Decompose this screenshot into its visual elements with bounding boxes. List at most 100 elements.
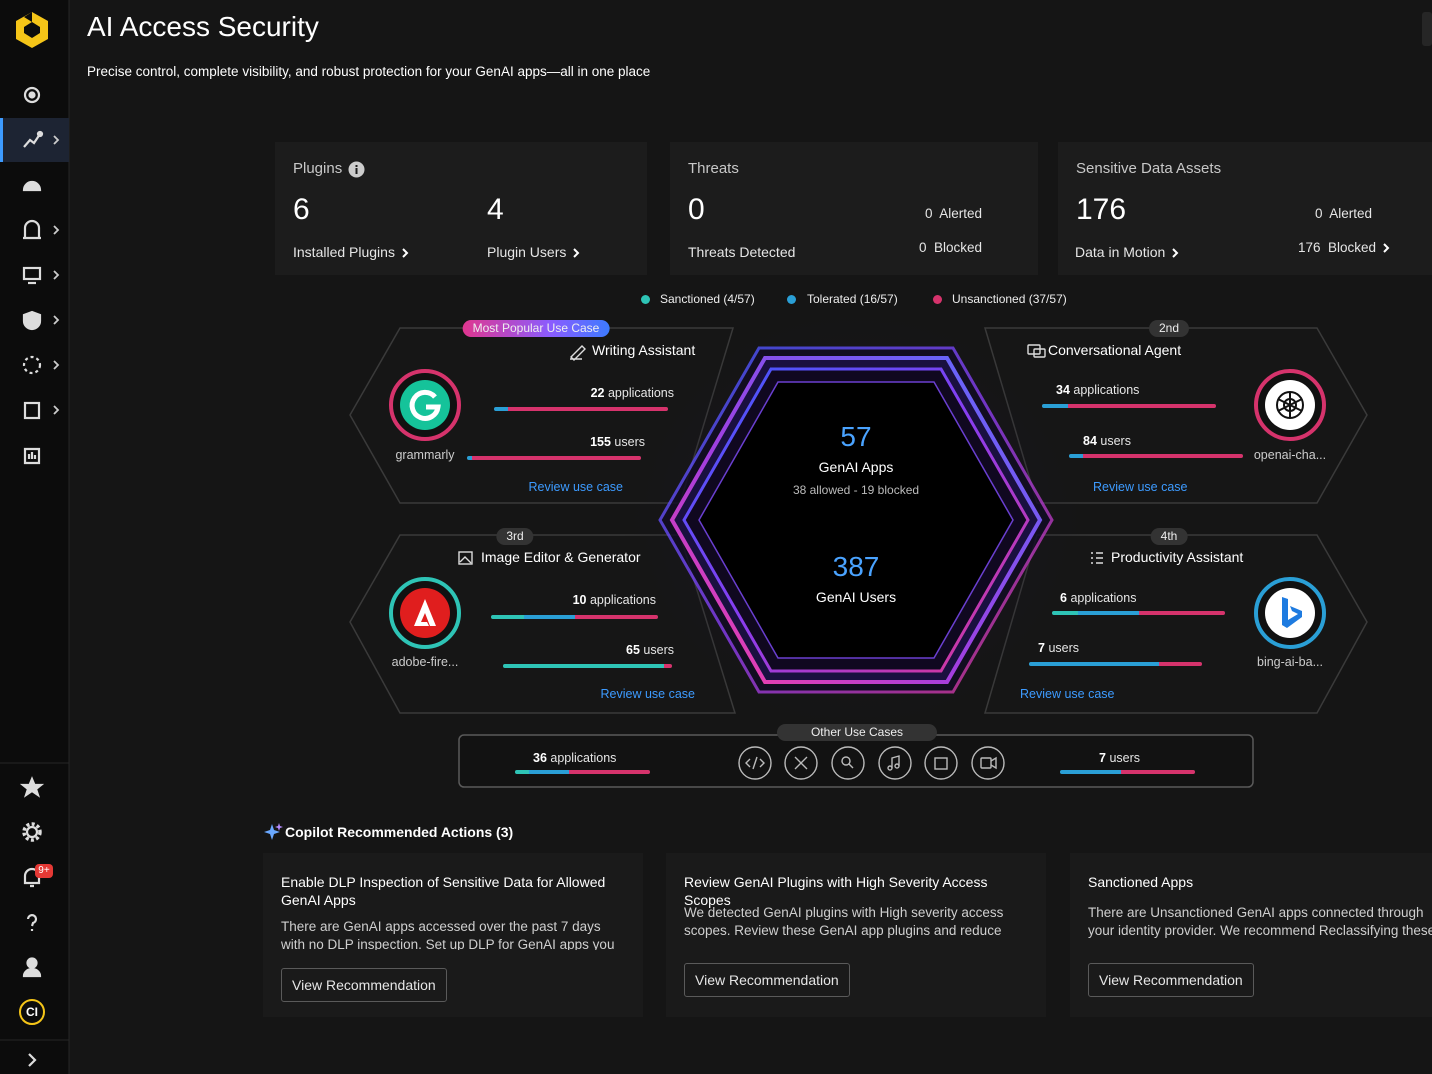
bar-segment <box>491 615 525 619</box>
center-label: GenAI Users <box>815 589 897 605</box>
action-description: We detected GenAI plugins with High seve… <box>684 905 1004 938</box>
bar-segment <box>507 407 668 411</box>
use-case-title: Productivity Assistant <box>1111 549 1244 565</box>
count-unit: users <box>643 643 674 657</box>
chevron <box>1172 248 1179 259</box>
center-value: 387 <box>832 551 880 582</box>
rank-badge: 2nd <box>1148 320 1190 337</box>
card-title: Sensitive Data Assets <box>1076 160 1222 177</box>
count-label: 7 users <box>1099 749 1140 767</box>
count-value: 6 <box>1060 591 1067 605</box>
stat-link[interactable]: Data in Motion <box>1075 243 1179 261</box>
stat-value: 6 <box>293 193 310 226</box>
count-unit: applications <box>589 593 656 607</box>
view-recommendation-button[interactable]: View Recommendation <box>1088 963 1254 997</box>
legend-dot <box>933 295 942 304</box>
bar-segment <box>467 456 473 460</box>
bar-segment <box>503 664 664 668</box>
rank-badge: 3rd <box>496 528 534 545</box>
chevron <box>1383 243 1390 254</box>
view-recommendation-button[interactable]: View Recommendation <box>281 968 447 1002</box>
view-recommendation-button[interactable]: View Recommendation <box>684 963 850 997</box>
rank-badge: Most Popular Use Case <box>462 320 610 337</box>
count-value: 22 <box>590 386 605 400</box>
notification-badge: 9+ <box>38 865 50 876</box>
count-value: 36 <box>533 751 547 765</box>
stat-label: Installed Plugins <box>293 244 395 260</box>
usage-bar <box>1060 770 1195 774</box>
chevron <box>573 248 580 259</box>
action-description: There are GenAI apps accessed over the p… <box>281 919 615 950</box>
card-title: Threats <box>688 160 739 177</box>
legend-dot <box>787 295 796 304</box>
stat-link[interactable]: 176 Blocked <box>1298 239 1390 257</box>
count-label: 65 users <box>626 641 674 659</box>
usage-bar <box>503 664 672 668</box>
legend-label: Unsanctioned (37/57) <box>952 292 1067 306</box>
action-title: Sanctioned Apps <box>1088 874 1194 890</box>
count-label: 34 applications <box>1056 381 1139 399</box>
count-value: 7 <box>1038 641 1045 655</box>
action-description: There are Unsanctioned GenAI apps connec… <box>1088 905 1432 938</box>
sidebar <box>0 0 69 1074</box>
bar-segment <box>515 770 529 774</box>
usage-bar <box>1029 662 1202 666</box>
avatar-ring <box>19 999 45 1025</box>
stat-value: 176 <box>1076 193 1127 226</box>
bar-segment <box>663 664 672 668</box>
stat-label: Data in Motion <box>1075 244 1166 260</box>
copilot-title: Copilot Recommended Actions (3) <box>285 824 514 840</box>
bar-segment <box>472 456 641 460</box>
threats-card <box>670 142 1038 275</box>
count-value: 34 <box>1056 383 1070 397</box>
review-link[interactable]: Review use case <box>1093 480 1188 494</box>
app-name: grammarly <box>395 448 455 462</box>
usage-bar <box>494 407 668 411</box>
stat-label: Threats Detected <box>688 244 796 260</box>
use-case-title: Image Editor & Generator <box>481 549 641 565</box>
info-icon[interactable] <box>348 161 365 178</box>
bar-segment <box>1068 404 1216 408</box>
bar-segment <box>1042 404 1069 408</box>
usage-bar <box>515 770 650 774</box>
stat-link[interactable]: Plugin Users <box>487 243 580 261</box>
bar-segment <box>528 770 569 774</box>
bar-segment <box>494 407 508 411</box>
legend-dot <box>641 295 650 304</box>
app-name: adobe-fire... <box>391 655 459 669</box>
review-link[interactable]: Review use case <box>600 687 696 701</box>
count-label: 7 users <box>1038 639 1079 657</box>
stat-side: 0 Blocked <box>918 240 982 255</box>
chevron <box>402 248 409 259</box>
stat-side: 176 Blocked <box>1297 240 1376 255</box>
bar-segment <box>1060 770 1121 774</box>
sensitive-data-card <box>1058 142 1432 275</box>
count-unit: applications <box>1070 591 1137 605</box>
bar-segment <box>1069 454 1083 458</box>
bar-segment <box>574 615 658 619</box>
count-label: 6 applications <box>1060 589 1136 607</box>
center-label: GenAI Apps <box>818 459 894 475</box>
stat-link[interactable]: Installed Plugins <box>293 243 409 261</box>
bar-segment <box>1138 611 1225 615</box>
center-detail: 38 allowed - 19 blocked <box>792 483 920 497</box>
review-link[interactable]: Review use case <box>528 480 624 494</box>
legend-label: Tolerated (16/57) <box>807 292 898 306</box>
app-logos <box>389 369 1326 649</box>
count-label: 84 users <box>1083 432 1131 450</box>
stat-side: 0 Alerted <box>1314 206 1372 221</box>
count-unit: applications <box>1073 383 1140 397</box>
usage-bar <box>467 456 641 460</box>
count-label: 22 applications <box>591 384 674 402</box>
count-label: 155 users <box>590 433 645 451</box>
user-initials[interactable]: CI <box>26 1005 38 1019</box>
bar-segment <box>1029 662 1159 666</box>
bar-segment <box>1120 770 1195 774</box>
count-unit: users <box>1048 641 1080 655</box>
bar-segment <box>1082 454 1243 458</box>
badge-bg <box>35 864 53 878</box>
bar-segment <box>1158 662 1202 666</box>
review-link[interactable]: Review use case <box>1020 687 1115 701</box>
